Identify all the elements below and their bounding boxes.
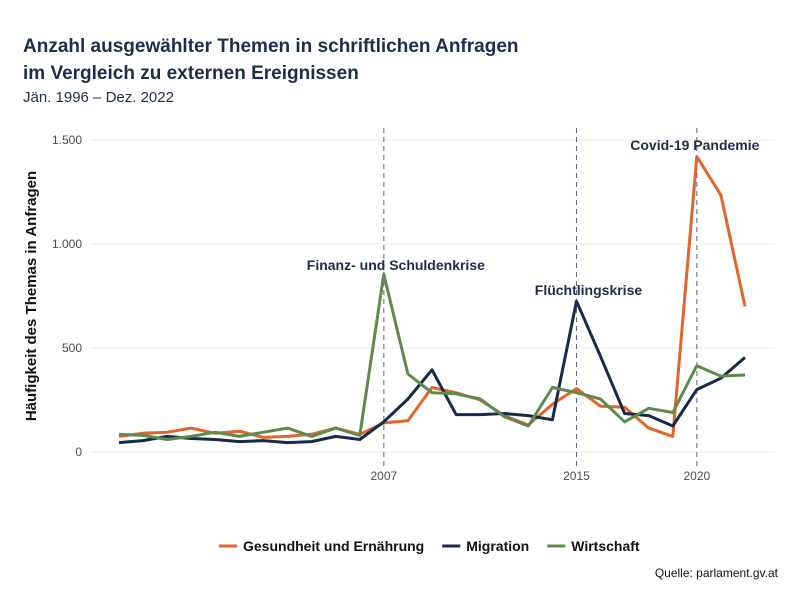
legend-label: Wirtschaft bbox=[571, 538, 640, 554]
y-tick-label: 1.000 bbox=[52, 237, 82, 251]
event-label: Flüchtlingskrise bbox=[535, 282, 643, 298]
chart-title: Anzahl ausgewählter Themen in schriftlic… bbox=[23, 36, 519, 57]
chart-title-line2: im Vergleich zu externen Ereignissen bbox=[23, 63, 359, 84]
series-line-wirtschaft bbox=[118, 272, 746, 441]
chart-subtitle: Jän. 1996 – Dez. 2022 bbox=[23, 89, 174, 106]
y-tick-label: 1.500 bbox=[52, 133, 82, 147]
event-label: Covid-19 Pandemie bbox=[630, 137, 759, 153]
x-tick-label: 2007 bbox=[370, 469, 397, 483]
x-tick-label: 2020 bbox=[683, 469, 710, 483]
y-tick-label: 500 bbox=[62, 341, 82, 355]
y-axis-label: Häufigkeit des Themas in Anfragen bbox=[23, 171, 40, 421]
legend-label: Gesundheit und Ernährung bbox=[243, 538, 424, 554]
event-label: Finanz- und Schuldenkrise bbox=[307, 257, 485, 273]
series-line-gesundheit-und-ernährung bbox=[118, 155, 747, 439]
legend-label: Migration bbox=[466, 538, 529, 554]
x-tick-label: 2015 bbox=[563, 469, 590, 483]
source-note: Quelle: parlament.gv.at bbox=[654, 566, 778, 580]
y-tick-label: 0 bbox=[75, 445, 82, 459]
series-line-migration bbox=[118, 299, 746, 445]
